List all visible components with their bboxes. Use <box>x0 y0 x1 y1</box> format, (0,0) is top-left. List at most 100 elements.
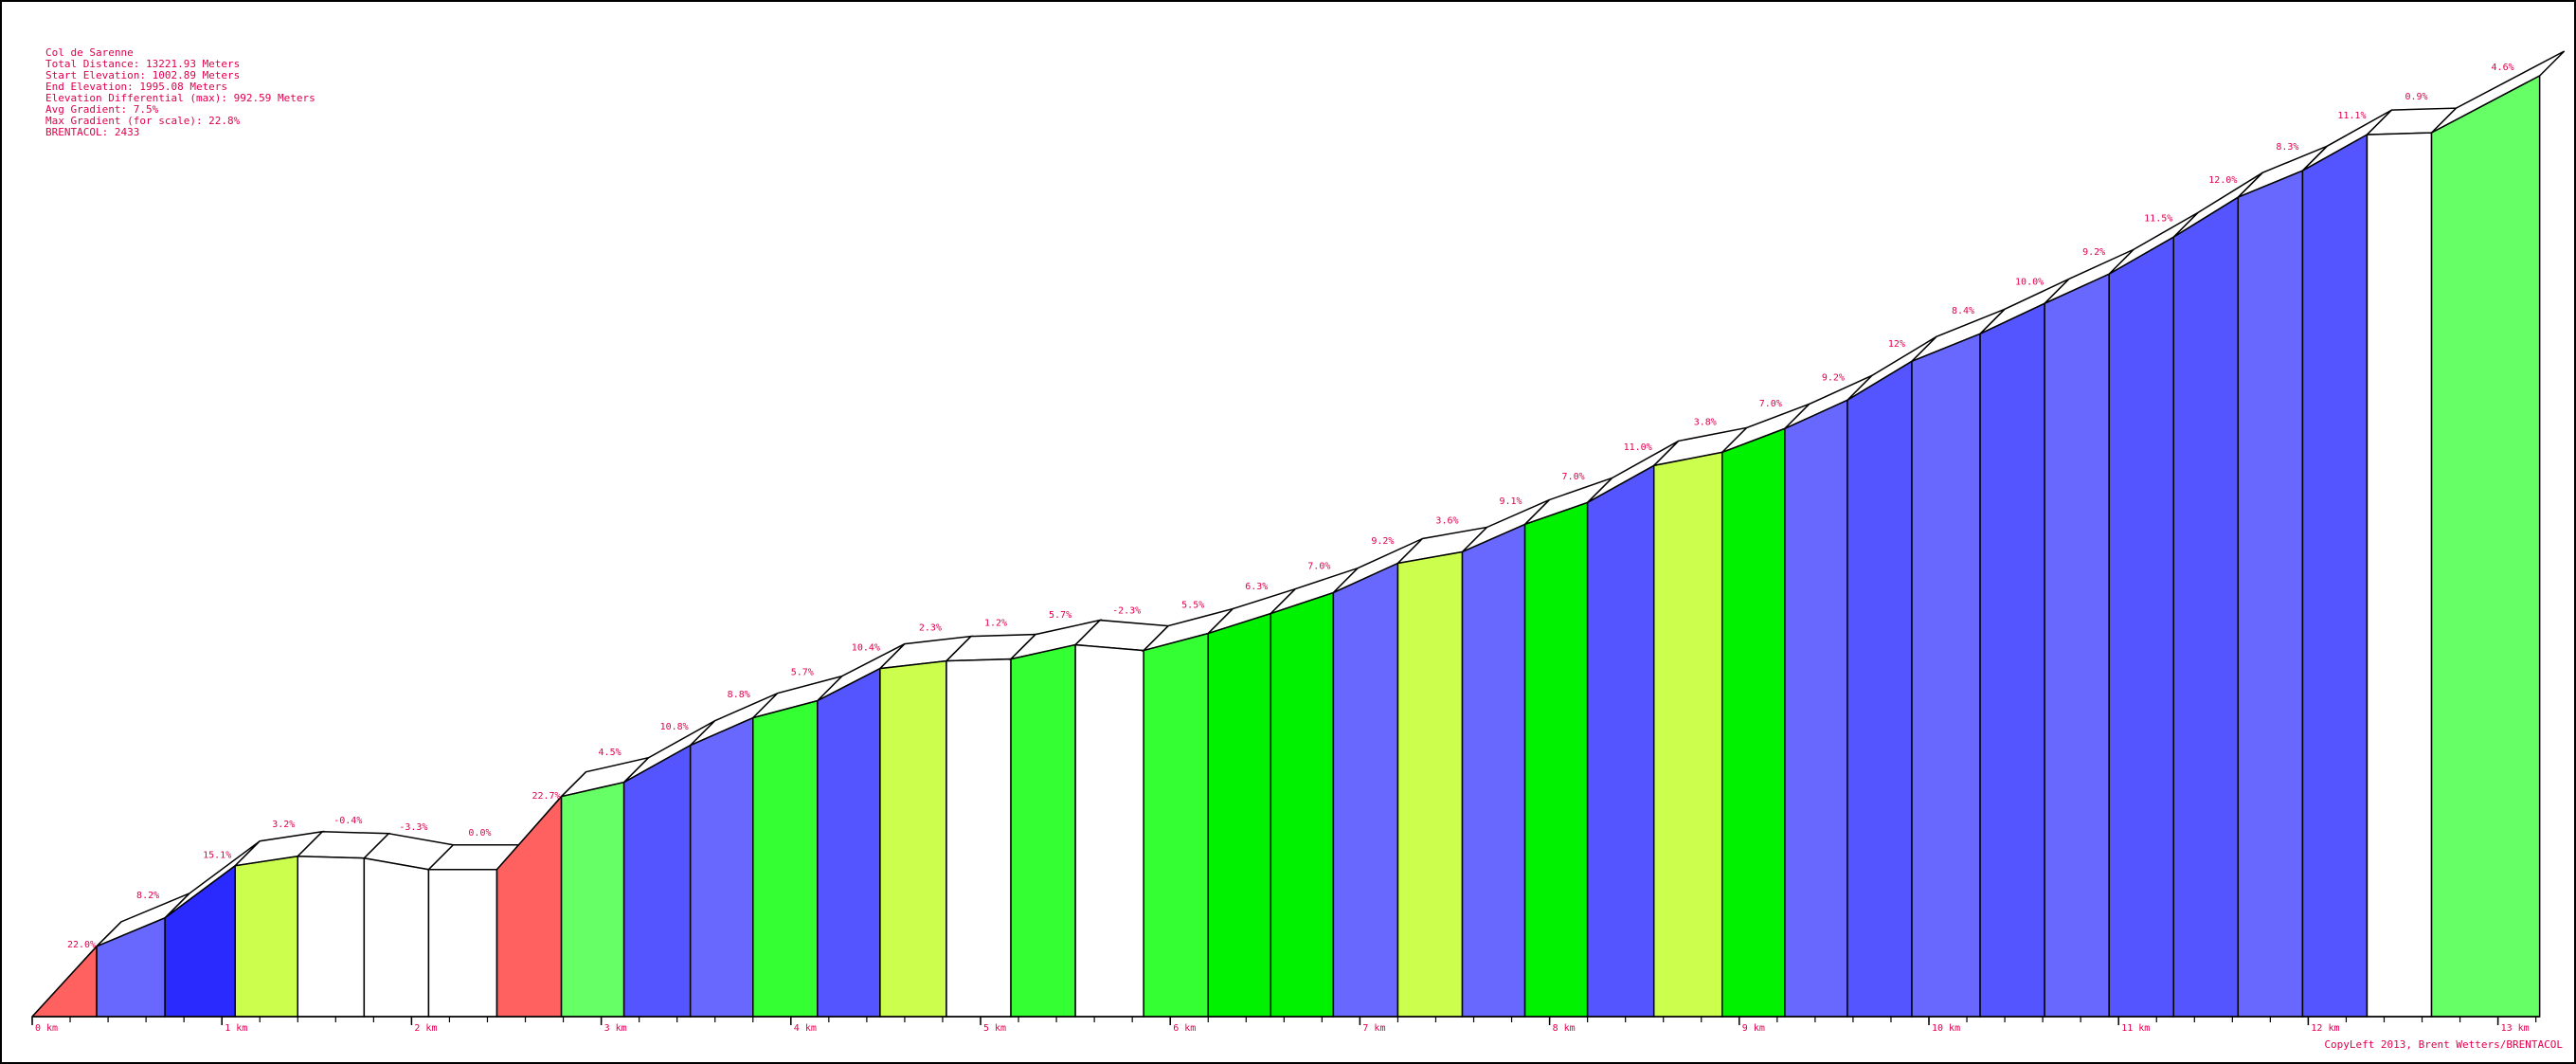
gradient-label: 3.6% <box>1435 515 1458 526</box>
segment-bar <box>752 699 819 1018</box>
climb-title: Col de Sarenne <box>45 46 134 59</box>
x-tick-label: 1 km <box>225 1023 247 1034</box>
segment-bar <box>1586 464 1655 1018</box>
segment-bar <box>817 667 881 1018</box>
x-axis: 0 km 1 km 2 km 3 km 4 km 5 km 6 km 7 km 8 km 9 km… <box>31 1016 2540 1034</box>
segment-21: 9.2% <box>1332 536 1423 1018</box>
gradient-label: 5.7% <box>791 668 814 678</box>
segment-15: 1.2% <box>945 619 1037 1018</box>
x-tick-label: 11 km <box>2121 1023 2150 1034</box>
segment-bar <box>1270 591 1335 1018</box>
segment-6: -3.3% <box>362 822 455 1018</box>
gradient-label: 8.8% <box>728 690 750 700</box>
x-tick-label: 2 km <box>414 1023 437 1034</box>
segment-bar <box>1074 643 1144 1018</box>
start-elevation: Start Elevation: 1002.89 Meters <box>45 69 241 81</box>
end-elevation: End Elevation: 1995.08 Meters <box>45 81 228 93</box>
segment-7: 0.0% <box>426 828 524 1018</box>
gradient-label: 22.0% <box>67 940 96 950</box>
segment-bar <box>1784 399 1848 1018</box>
segment-bar <box>1010 643 1076 1018</box>
gradient-label: -3.3% <box>399 822 427 833</box>
segment-14: 2.3% <box>877 623 974 1018</box>
segment-bar <box>96 916 166 1018</box>
gradient-label: 11.0% <box>1624 442 1652 453</box>
segment-35: 8.3% <box>2237 142 2328 1018</box>
segment-bar <box>2044 273 2110 1018</box>
segment-17: -2.3% <box>1073 606 1170 1018</box>
segment-bar <box>363 857 430 1018</box>
gradient-label: 7.0% <box>1562 472 1585 482</box>
gradient-label: 9.2% <box>1371 536 1394 547</box>
gradient-label: 8.3% <box>2276 142 2298 153</box>
x-tick-label: 8 km <box>1553 1023 1576 1034</box>
gradient-label: 7.0% <box>1307 562 1330 572</box>
gradient-label: 15.1% <box>203 850 231 860</box>
segment-bar <box>2172 195 2240 1018</box>
segment-bar <box>1846 359 1913 1018</box>
gradient-label: 9.2% <box>2082 247 2105 258</box>
gradient-label: 2.3% <box>919 623 942 634</box>
segment-bar <box>2108 235 2175 1018</box>
gradient-label: -0.4% <box>333 816 362 826</box>
gradient-label: 1.2% <box>984 619 1007 629</box>
segment-9: 4.5% <box>559 748 651 1018</box>
gradient-label: 0.0% <box>468 828 491 839</box>
max-gradient: Max Gradient (for scale): 22.8% <box>45 115 241 127</box>
segment-bar <box>234 855 299 1018</box>
segment-33: 11.5% <box>2108 211 2199 1018</box>
segment-bar <box>2366 132 2433 1018</box>
x-tick-label: 4 km <box>794 1023 817 1034</box>
gradient-label: 10.4% <box>852 643 880 654</box>
segment-bar <box>1143 632 1209 1018</box>
segment-bar <box>2237 170 2304 1018</box>
x-tick-label: 13 km <box>2501 1023 2530 1034</box>
gradient-label: 4.6% <box>2492 63 2514 73</box>
segment-bar <box>879 659 947 1018</box>
gradient-label: 11.5% <box>2144 214 2172 225</box>
gradient-label: 22.7% <box>531 791 560 802</box>
x-tick-label: 10 km <box>1932 1023 1960 1034</box>
gradient-label: 3.8% <box>1694 417 1717 427</box>
segment-bar <box>297 855 366 1018</box>
segment-bar <box>1721 427 1786 1018</box>
ride-info-panel: Col de Sarenne Total Distance: 13221.93 … <box>45 47 315 138</box>
x-tick-label: 6 km <box>1173 1023 1196 1034</box>
elevation-differential: Elevation Differential (max): 992.59 Met… <box>45 92 315 104</box>
segment-bar <box>1207 612 1272 1018</box>
segment-bar <box>689 716 754 1018</box>
segment-bar <box>2301 133 2369 1018</box>
segment-bar <box>1396 550 1464 1018</box>
gradient-label: 8.4% <box>1952 306 1974 316</box>
segment-38: 4.6% <box>2430 50 2566 1018</box>
gradient-label: 12.0% <box>2208 175 2237 186</box>
gradient-label: 10.8% <box>660 722 689 732</box>
gradient-label: 5.5% <box>1181 601 1204 611</box>
brentacol-score: BRENTACOL: 2433 <box>45 126 140 138</box>
gradient-label: 5.7% <box>1049 610 1072 621</box>
avg-gradient: Avg Gradient: 7.5% <box>45 103 159 116</box>
gradient-label: 11.1% <box>2337 111 2366 121</box>
gradient-label: 4.5% <box>599 748 621 758</box>
segment-bar <box>495 794 563 1018</box>
gradient-label: 7.0% <box>1759 399 1782 409</box>
x-tick-label: 3 km <box>604 1023 627 1034</box>
gradient-label: 10.0% <box>2015 277 2044 287</box>
gradient-label: 0.9% <box>2405 92 2427 102</box>
gradient-label: 12% <box>1888 339 1905 350</box>
segment-bar <box>946 658 1012 1018</box>
segment-bar <box>1461 523 1526 1018</box>
segment-bar <box>2430 74 2541 1018</box>
x-tick-label: 12 km <box>2311 1023 2339 1034</box>
segment-26: 3.8% <box>1651 417 1750 1018</box>
gradient-label: 8.2% <box>136 891 159 901</box>
segment-bar <box>1523 501 1589 1018</box>
gradient-label: -2.3% <box>1112 606 1141 617</box>
segment-bar <box>560 781 625 1018</box>
gradient-label: 3.2% <box>272 820 295 830</box>
total-distance: Total Distance: 13221.93 Meters <box>45 58 241 70</box>
segment-10: 10.8% <box>622 720 716 1018</box>
x-tick-label: 9 km <box>1742 1023 1765 1034</box>
segment-bar <box>622 744 692 1018</box>
